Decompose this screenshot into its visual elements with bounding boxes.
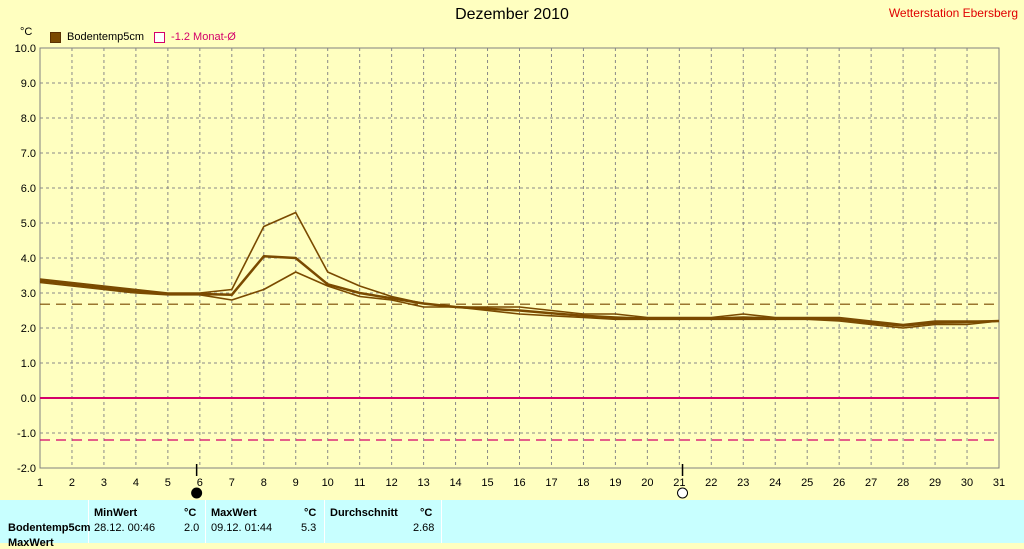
y-tick-label: 5.0 xyxy=(21,218,36,230)
x-tick-label: 24 xyxy=(769,477,781,489)
x-tick-label: 28 xyxy=(897,477,909,489)
y-tick-label: 6.0 xyxy=(21,183,36,195)
x-tick-label: 21 xyxy=(673,477,685,489)
x-tick-label: 9 xyxy=(293,477,299,489)
full-moon-icon xyxy=(677,487,689,499)
x-tick-label: 20 xyxy=(641,477,653,489)
reference-lines xyxy=(40,303,999,441)
x-tick-label: 2 xyxy=(69,477,75,489)
legend-label-soil-temp: Bodentemp5cm xyxy=(67,31,145,43)
chart-title: Dezember 2010 xyxy=(455,6,569,23)
y-tick-label: 9.0 xyxy=(21,78,36,90)
x-tick-label: 10 xyxy=(322,477,334,489)
x-tick-label: 11 xyxy=(354,477,365,489)
x-tick-label: 3 xyxy=(101,477,107,489)
x-tick-label: 25 xyxy=(801,477,813,489)
max-header: MaxWert xyxy=(211,507,257,519)
min-unit: °C xyxy=(184,507,197,519)
y-tick-label: 2.0 xyxy=(21,323,36,335)
x-tick-label: 12 xyxy=(386,477,398,489)
y-tick-label: 10.0 xyxy=(15,43,36,55)
y-tick-label: 1.0 xyxy=(21,358,36,370)
x-tick-label: 29 xyxy=(929,477,941,489)
min-time: 28.12. 00:46 xyxy=(94,522,156,534)
stats-max-column: MaxWert °C 09.12. 01:44 5.3 xyxy=(206,500,325,543)
y-tick-label: 8.0 xyxy=(21,113,36,125)
avg-header: Durchschnitt xyxy=(330,507,398,519)
y-tick-label: -2.0 xyxy=(17,463,36,475)
x-tick-label: 18 xyxy=(577,477,589,489)
x-tick-label: 8 xyxy=(261,477,267,489)
y-tick-label: 7.0 xyxy=(21,148,36,160)
stats-row2-label: MaxWert xyxy=(8,537,54,549)
chart-area: 1 2 3 4 5 6 7 8 9 10 11 12 13 14 15 16 17 18 19 20 21 22 23 24 2… xyxy=(15,43,1006,499)
stats-avg-column: Durchschnitt °C 2.68 xyxy=(325,500,442,543)
legend: Bodentemp5cm -1.2 Monat-Ø xyxy=(50,31,236,43)
station-name: Wetterstation Ebersberg xyxy=(888,6,1018,20)
axis-labels: 1 2 3 4 5 6 7 8 9 10 11 12 13 14 15 16 17 18 19 20 21 22 23 24 2… xyxy=(15,43,1006,489)
x-tick-label: 27 xyxy=(865,477,877,489)
avg-value: 2.68 xyxy=(413,522,435,534)
moon-markers xyxy=(191,464,689,499)
series-lines xyxy=(39,211,1000,329)
y-axis-unit: °C xyxy=(20,26,33,38)
x-tick-label: 7 xyxy=(229,477,235,489)
stats-label-column: Bodentemp5cm MaxWert xyxy=(0,500,91,549)
min-value: 2.0 xyxy=(184,522,200,534)
series-line xyxy=(39,271,1000,329)
x-tick-label: 14 xyxy=(449,477,461,489)
stats-row-label: Bodentemp5cm xyxy=(8,522,91,534)
y-tick-label: 0.0 xyxy=(21,393,36,405)
x-tick-label: 6 xyxy=(197,477,203,489)
x-tick-label: 4 xyxy=(133,477,139,489)
stats-panel: Bodentemp5cm MaxWert MinWert °C 28.12. 0… xyxy=(0,500,1024,549)
max-unit: °C xyxy=(304,507,317,519)
y-tick-label: -1.0 xyxy=(17,428,36,440)
legend-swatch-month-avg xyxy=(154,31,166,43)
max-time: 09.12. 01:44 xyxy=(211,522,273,534)
x-tick-label: 31 xyxy=(993,477,1005,489)
x-tick-label: 30 xyxy=(961,477,973,489)
x-tick-label: 1 xyxy=(37,477,43,489)
x-tick-label: 19 xyxy=(609,477,621,489)
min-header: MinWert xyxy=(94,507,138,519)
x-tick-label: 23 xyxy=(737,477,749,489)
new-moon-icon xyxy=(191,487,203,499)
x-tick-label: 16 xyxy=(513,477,525,489)
stats-min-column: MinWert °C 28.12. 00:46 2.0 xyxy=(89,500,206,543)
y-tick-label: 4.0 xyxy=(21,253,36,265)
legend-label-month-avg: -1.2 Monat-Ø xyxy=(171,31,236,43)
avg-unit: °C xyxy=(420,507,433,519)
max-value: 5.3 xyxy=(301,522,317,534)
x-tick-label: 17 xyxy=(545,477,557,489)
x-tick-label: 22 xyxy=(705,477,717,489)
y-tick-label: 3.0 xyxy=(21,288,36,300)
x-tick-label: 26 xyxy=(833,477,845,489)
x-tick-label: 13 xyxy=(417,477,429,489)
x-tick-label: 15 xyxy=(481,477,493,489)
legend-swatch-soil-temp xyxy=(50,31,61,43)
x-tick-label: 5 xyxy=(165,477,171,489)
